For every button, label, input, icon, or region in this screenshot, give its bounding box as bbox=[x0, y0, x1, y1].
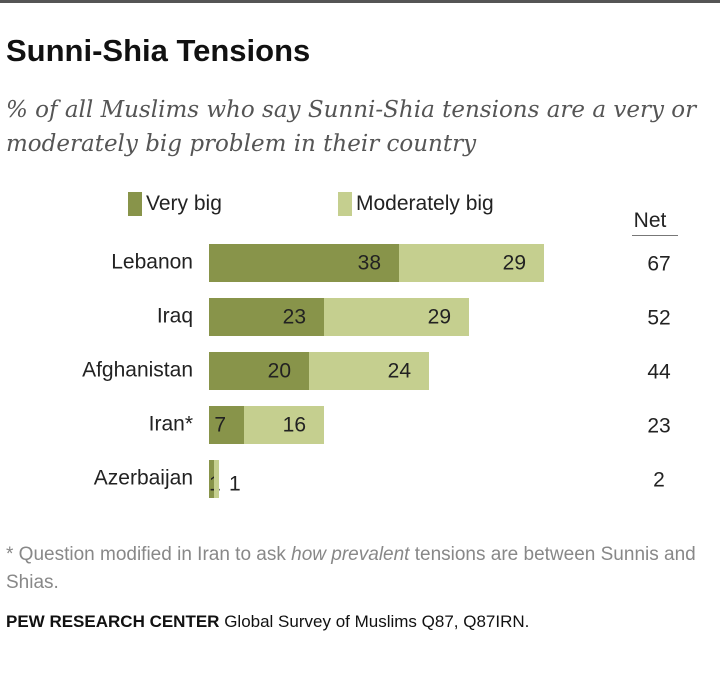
footnote-suffix: tensions are between Sunnis and Shias. bbox=[6, 544, 696, 593]
bar-very-big-azerbaijan bbox=[209, 460, 214, 498]
footnote-prefix: * Question modified in Iran to ask bbox=[6, 544, 292, 565]
category-label-lebanon: Lebanon bbox=[111, 251, 193, 274]
source-note: PEW RESEARCH CENTER Global Survey of Mus… bbox=[6, 612, 716, 632]
category-label-iraq: Iraq bbox=[157, 305, 193, 328]
net-header-rule bbox=[632, 235, 678, 236]
value-label-moderately-big-iran: 16 bbox=[283, 414, 306, 437]
net-column-header: Net bbox=[633, 209, 667, 232]
footnote-emphasis: how prevalent bbox=[291, 544, 410, 565]
bar-very-big-iran bbox=[209, 406, 244, 444]
footnote: * Question modified in Iran to ask how p… bbox=[6, 541, 706, 597]
net-value-iraq: 52 bbox=[647, 307, 670, 330]
bar-moderately-big-azerbaijan bbox=[214, 460, 219, 498]
category-label-afghanistan: Afghanistan bbox=[82, 359, 193, 382]
value-label-moderately-big-azerbaijan: 1 bbox=[229, 473, 241, 496]
value-label-very-big-iraq: 23 bbox=[283, 306, 306, 329]
category-label-azerbaijan: Azerbaijan bbox=[94, 467, 193, 490]
value-label-very-big-lebanon: 38 bbox=[358, 252, 381, 275]
source-rest: Global Survey of Muslims Q87, Q87IRN. bbox=[219, 612, 530, 631]
net-value-azerbaijan: 2 bbox=[653, 469, 665, 492]
value-label-very-big-iran: 7 bbox=[214, 414, 226, 437]
bar-moderately-big-afghanistan bbox=[309, 352, 429, 390]
legend-swatch-moderately-big bbox=[338, 192, 352, 216]
net-value-afghanistan: 44 bbox=[647, 361, 671, 384]
chart-title: Sunni-Shia Tensions bbox=[6, 33, 311, 68]
value-label-moderately-big-afghanistan: 24 bbox=[388, 360, 412, 383]
bar-moderately-big-lebanon bbox=[399, 244, 544, 282]
bar-very-big-afghanistan bbox=[209, 352, 309, 390]
legend-label-moderately-big: Moderately big bbox=[356, 192, 494, 215]
bar-very-big-lebanon bbox=[209, 244, 399, 282]
legend-very-big: Very big bbox=[128, 189, 222, 219]
value-label-very-big-afghanistan: 20 bbox=[268, 360, 291, 383]
value-label-moderately-big-iraq: 29 bbox=[428, 306, 451, 329]
source-org: PEW RESEARCH CENTER bbox=[6, 612, 220, 631]
bar-very-big-iraq bbox=[209, 298, 324, 336]
legend-moderately-big: Moderately big bbox=[338, 189, 494, 219]
bar-chart: Lebanon 38 29 67 Iraq 23 29 52 Afghanistan 20 24 44… bbox=[82, 244, 671, 498]
net-value-lebanon: 67 bbox=[647, 253, 670, 276]
legend-label-very-big: Very big bbox=[146, 192, 222, 215]
bar-moderately-big-iran bbox=[244, 406, 324, 444]
net-value-iran: 23 bbox=[647, 415, 670, 438]
value-label-moderately-big-lebanon: 29 bbox=[503, 252, 526, 275]
legend-swatch-very-big bbox=[128, 192, 142, 216]
bar-moderately-big-iraq bbox=[324, 298, 469, 336]
category-label-iran: Iran* bbox=[149, 413, 193, 436]
chart-subtitle: % of all Muslims who say Sunni-Shia tens… bbox=[6, 97, 697, 157]
